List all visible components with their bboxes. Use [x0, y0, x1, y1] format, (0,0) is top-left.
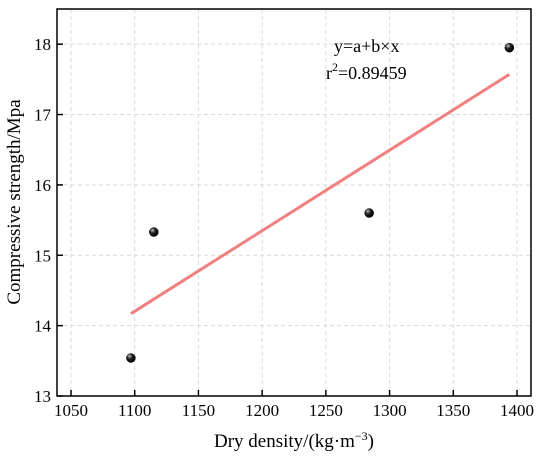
- y-tick-label: 15: [34, 246, 51, 265]
- fit-r-squared: r2=0.89459: [326, 60, 407, 83]
- data-point: [126, 353, 136, 363]
- fit-line-group: [130, 73, 511, 315]
- x-tick-label: 1300: [373, 401, 407, 420]
- x-axis-label: Dry density/(kg·m−3): [214, 429, 374, 452]
- grid: [57, 9, 531, 397]
- fit-line: [130, 73, 511, 315]
- x-tick-label: 1350: [436, 401, 470, 420]
- y-tick-label: 18: [34, 35, 51, 54]
- x-tick-label: 1250: [309, 401, 343, 420]
- data-point: [149, 227, 159, 237]
- data-point: [504, 42, 515, 53]
- data-points: [126, 42, 515, 363]
- x-tick-label: 1050: [54, 401, 88, 420]
- axis-ticks: 1050 1100 1150 1200 1250 1300 1350 1400 13 14 15 16…: [34, 35, 534, 420]
- data-point: [364, 208, 374, 218]
- y-tick-label: 17: [34, 106, 52, 125]
- y-tick-label: 16: [34, 176, 51, 195]
- x-tick-label: 1400: [500, 401, 534, 420]
- fit-equation: y=a+b×x: [334, 36, 399, 56]
- x-tick-label: 1150: [182, 401, 215, 420]
- y-tick-label: 14: [34, 317, 52, 336]
- plot-frame: [56, 8, 532, 397]
- x-tick-label: 1100: [118, 401, 151, 420]
- y-tick-label: 13: [34, 387, 51, 406]
- y-axis-label: Compressive strength/Mpa: [4, 99, 25, 305]
- x-tick-label: 1200: [245, 401, 279, 420]
